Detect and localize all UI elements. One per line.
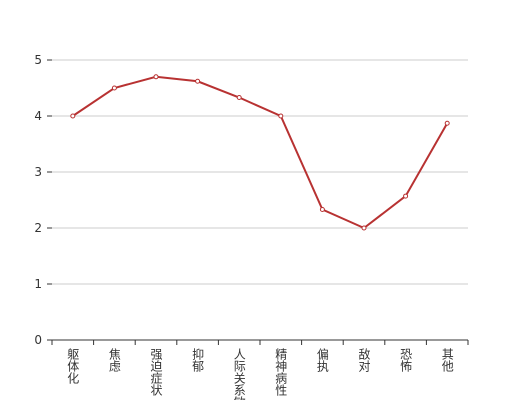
x-tick-label: 敌对 (357, 347, 371, 372)
point (111, 85, 117, 91)
x-tick-label: 人际关系敏感 (232, 348, 246, 400)
point (236, 95, 242, 101)
y-tick-label: 4 (34, 109, 42, 123)
x-tick-label: 抑郁 (191, 347, 205, 373)
x-tick-label: 躯体化 (66, 347, 80, 385)
y-tick-label: 5 (34, 53, 42, 67)
point (319, 207, 325, 213)
point (195, 78, 201, 84)
line (72, 75, 449, 230)
x-tick-label: 偏执 (315, 347, 329, 373)
y-tick-label: 1 (34, 277, 42, 291)
point (153, 74, 159, 80)
x-tick-label: 恐怖 (399, 348, 413, 372)
x-tick-label: 强迫症状 (149, 348, 163, 396)
y-tick-label: 0 (34, 333, 42, 347)
point (70, 113, 76, 119)
y-tick-label: 3 (34, 165, 42, 179)
y-tick-label: 2 (34, 221, 42, 235)
x-tick-label: 焦虑 (107, 348, 121, 372)
x-tick-label: 精神病性 (274, 348, 288, 397)
point (403, 193, 409, 199)
point (278, 113, 284, 119)
point (444, 120, 450, 126)
x-tick-label: 其他 (440, 348, 454, 372)
point (361, 225, 367, 231)
